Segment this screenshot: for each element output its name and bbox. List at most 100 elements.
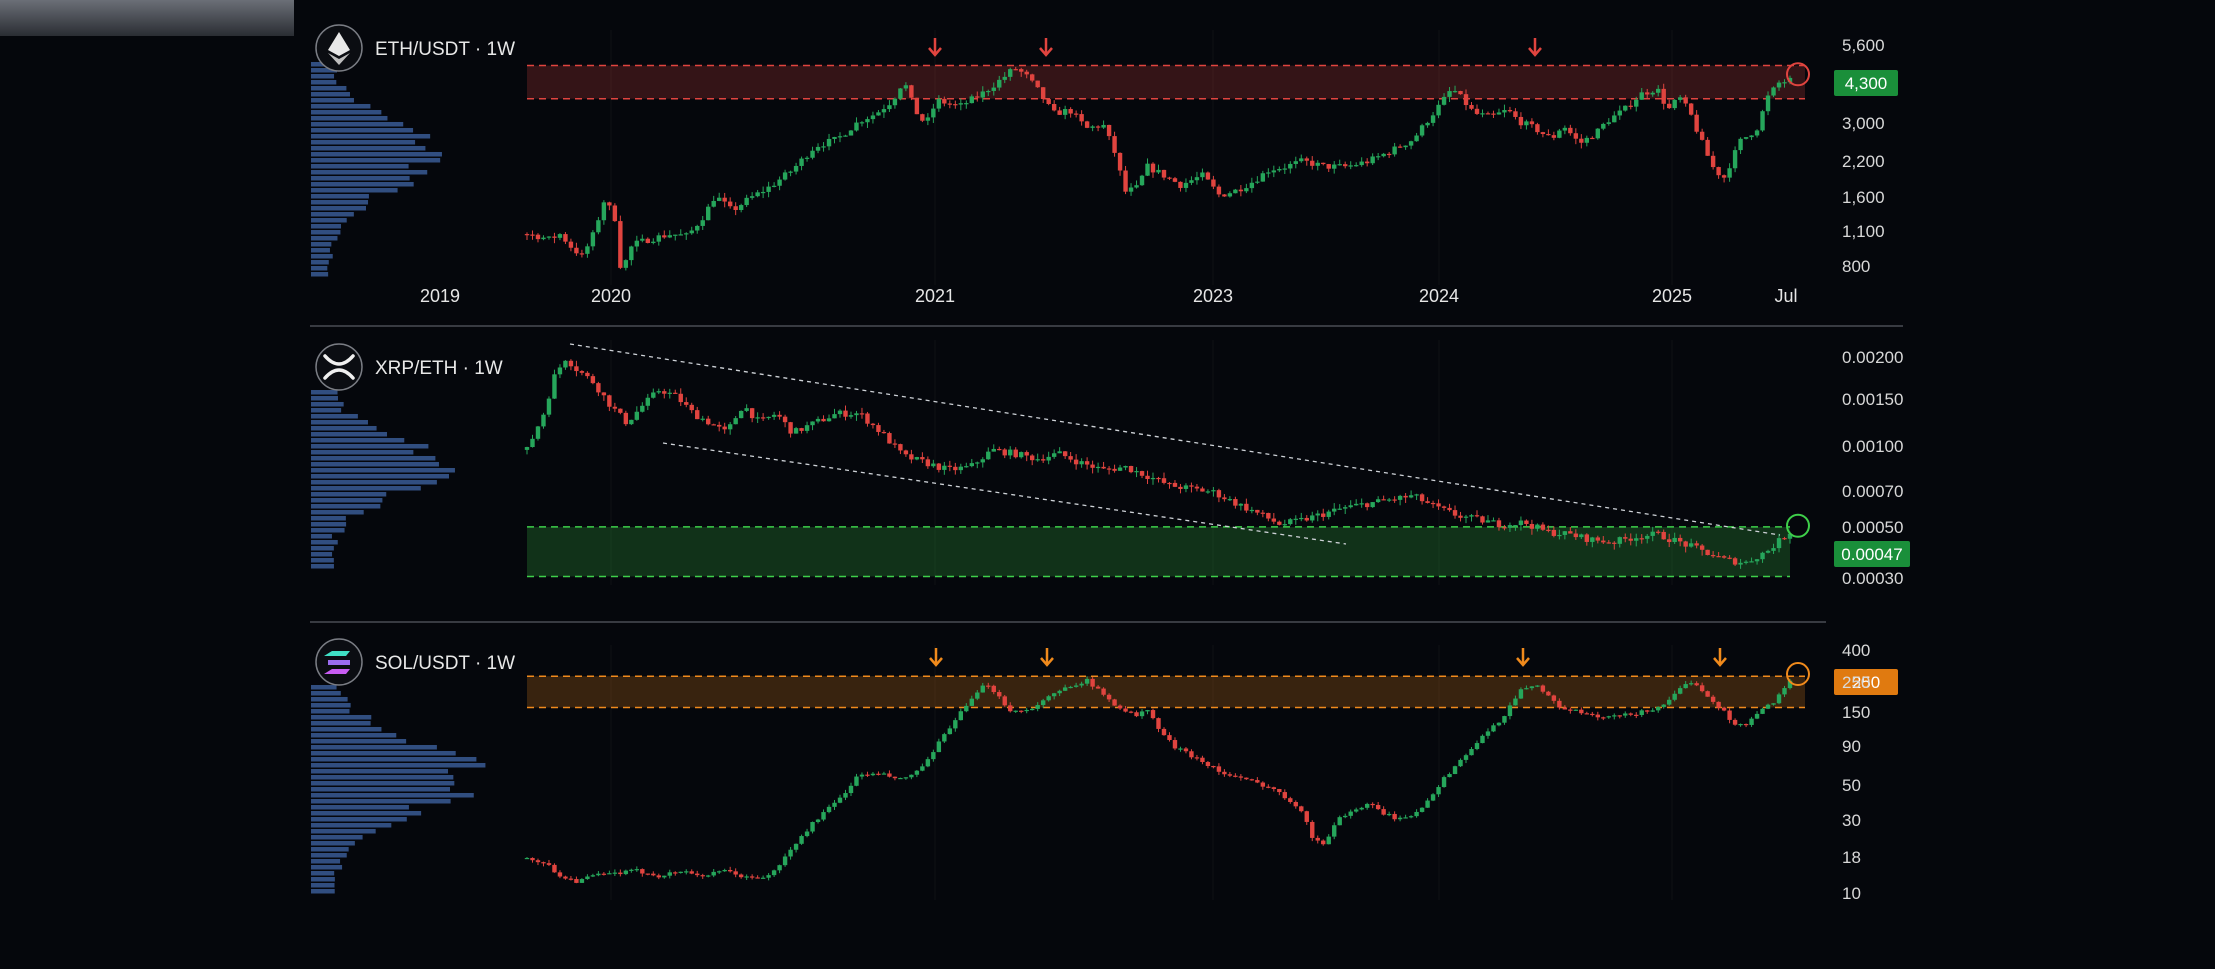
candle-body	[579, 879, 585, 883]
current-price-marker	[1786, 513, 1810, 538]
candle-body	[1381, 809, 1386, 815]
candle-body	[1469, 515, 1474, 517]
candle-body	[1282, 168, 1287, 170]
candle-body	[1222, 771, 1227, 775]
candle-body	[865, 774, 870, 776]
candle-body	[612, 872, 618, 874]
candle-body	[1579, 534, 1584, 538]
candle-body	[859, 122, 865, 124]
candle-body	[1666, 103, 1672, 109]
candle-body	[1161, 478, 1167, 483]
candle-body	[1458, 759, 1463, 767]
current-price-badge	[1834, 70, 1898, 96]
candle-body	[848, 130, 854, 136]
candle-body	[1310, 821, 1315, 838]
current-price-badge	[1834, 669, 1898, 695]
candle-body	[1765, 704, 1771, 709]
volume-profile-bar	[311, 110, 382, 115]
candle-body	[1024, 452, 1029, 456]
candle-body	[1606, 716, 1611, 718]
candle-body	[722, 426, 727, 430]
volume-profile-bar	[311, 420, 368, 425]
volume-profile-bar	[311, 146, 426, 151]
candle-body	[854, 776, 859, 786]
candle-body	[1161, 169, 1167, 178]
candle-body	[1315, 837, 1320, 841]
volume-profile-bar	[311, 170, 428, 175]
candle-body	[1101, 688, 1106, 695]
candle-body	[1485, 520, 1491, 523]
candle-body	[815, 146, 821, 151]
candle-body	[964, 705, 969, 712]
candle-body	[931, 752, 936, 760]
candle-body	[1381, 499, 1386, 501]
candle-body	[700, 875, 705, 877]
candle-body	[1430, 794, 1436, 801]
volume-profile-bar	[311, 98, 354, 103]
candle-body	[1205, 491, 1211, 493]
candle-body	[843, 135, 848, 137]
candle-body	[524, 857, 530, 860]
candle-body	[1299, 517, 1304, 520]
candle-body	[1364, 803, 1370, 808]
volume-profile-bar	[311, 164, 409, 169]
volume-profile-bar	[311, 781, 455, 786]
candle-body	[1139, 471, 1145, 476]
candle-body	[541, 237, 546, 240]
candle-body	[1040, 87, 1046, 100]
x-tick-label: 2020	[591, 0, 631, 4]
candle-body	[640, 238, 645, 241]
candle-body	[1672, 693, 1677, 700]
candle-body	[870, 773, 876, 776]
candle-body	[716, 871, 722, 873]
y-tick-label: 30	[1842, 811, 1861, 830]
candle-body	[1293, 801, 1298, 807]
candle-body	[1738, 138, 1743, 151]
candle-body	[651, 873, 656, 876]
candle-body	[892, 776, 898, 779]
candle-body	[1106, 124, 1112, 137]
candle-body	[898, 88, 903, 99]
candle-body	[585, 246, 590, 254]
candle-body	[986, 90, 991, 93]
volume-profile-bar	[311, 86, 347, 91]
candle-body	[1677, 97, 1683, 100]
volume-profile-bar	[311, 224, 342, 229]
candle-body	[1310, 160, 1315, 166]
candle-body	[738, 410, 744, 419]
y-tick-label: 5,600	[1842, 36, 1885, 55]
candle-body	[1661, 531, 1666, 540]
y-tick-label: 90	[1842, 737, 1861, 756]
candle-body	[909, 774, 914, 778]
volume-profile-bar	[311, 218, 347, 223]
candle-body	[1244, 188, 1249, 192]
candle-body	[749, 196, 755, 198]
candle-body	[947, 103, 953, 105]
candle-body	[980, 685, 985, 693]
candle-body	[1513, 111, 1518, 117]
candle-body	[766, 416, 771, 419]
candle-body	[607, 202, 612, 206]
candle-body	[887, 773, 892, 777]
candle-body	[804, 157, 810, 159]
x-tick-label: Jul	[1774, 0, 1797, 4]
candle-body	[1645, 535, 1650, 539]
volume-profile-bar	[311, 480, 437, 485]
volume-profile-bar	[311, 883, 335, 888]
candle-body	[931, 463, 936, 467]
candle-body	[1386, 153, 1392, 156]
candle-body	[1573, 533, 1579, 538]
candle-body	[815, 819, 821, 823]
candle-body	[1760, 708, 1765, 714]
candle-body	[1211, 179, 1216, 187]
candle-body	[1244, 777, 1249, 780]
volume-profile-bar	[311, 158, 441, 163]
candle-body	[1782, 538, 1787, 540]
candle-body	[1496, 112, 1502, 115]
candle-body	[1463, 755, 1469, 760]
candle-body	[1332, 508, 1337, 512]
candle-body	[684, 233, 689, 235]
candle-body	[793, 843, 799, 850]
candle-body	[1024, 71, 1029, 75]
